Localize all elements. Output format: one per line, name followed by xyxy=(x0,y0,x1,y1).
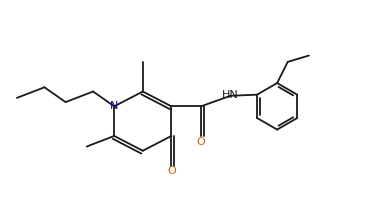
Text: O: O xyxy=(197,137,205,147)
Text: HN: HN xyxy=(222,90,239,100)
Text: N: N xyxy=(110,101,119,111)
Text: O: O xyxy=(167,166,176,176)
